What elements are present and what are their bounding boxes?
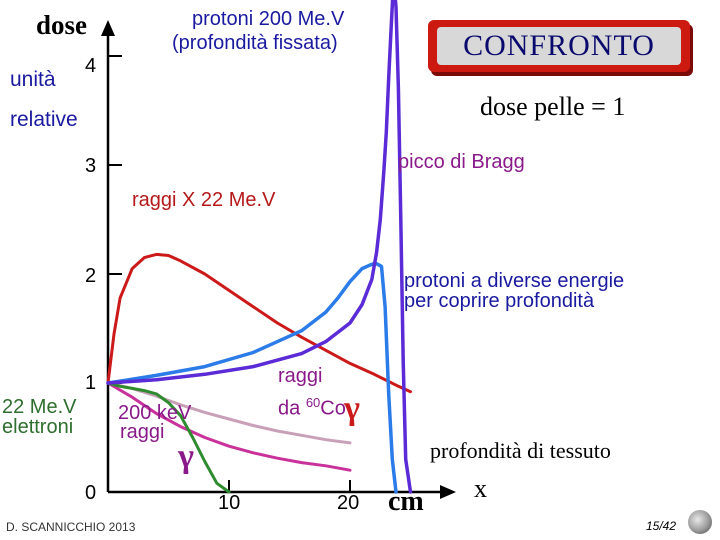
- protons-title-line1: protoni 200 Me.V: [192, 8, 345, 30]
- gamma200-label-line2: raggi: [120, 421, 165, 443]
- y-axis-unit-line2: relative: [10, 108, 78, 131]
- gamma200-label-line1: 200 keV: [118, 402, 192, 424]
- dose-curves: [106, 0, 413, 494]
- x-tick-label-20: 20: [337, 492, 360, 514]
- x-axis-unit: cm: [388, 486, 424, 517]
- curve-proton_sobp: [106, 261, 398, 494]
- page-number: 15/42: [646, 519, 677, 533]
- cobalt-label-line2: da 60Co: [278, 395, 346, 421]
- cobalt-element: Co: [320, 397, 346, 420]
- curve-proton_bragg: [106, 0, 413, 494]
- curve-cobalt60: [106, 381, 352, 445]
- y-tick-label-1: 1: [85, 372, 97, 394]
- cobalt-gamma-symbol: γ: [344, 390, 360, 427]
- curve-gamma200: [106, 381, 352, 472]
- electrons-label-line1: 22 Me.V: [2, 396, 77, 418]
- confronto-banner: CONFRONTO: [428, 20, 690, 72]
- protons-multi-label-line2: per coprire profondità: [404, 290, 595, 312]
- author-footer: D. SCANNICCHIO 2013: [6, 520, 136, 534]
- x-axis-arrow: [440, 485, 456, 499]
- curve-xray: [106, 252, 412, 394]
- y-axis-unit-line1: unità: [10, 68, 56, 91]
- protons-title-line2: (profondità fissata): [172, 32, 338, 54]
- curve-electrons: [106, 381, 231, 494]
- y-tick-label-2: 2: [85, 265, 97, 287]
- x-tick-label-10: 10: [218, 492, 241, 514]
- electrons-label-line2: elettroni: [2, 416, 74, 438]
- bragg-peak-label: picco di Bragg: [398, 151, 525, 173]
- protons-multi-label-line1: protoni a diverse energie: [404, 270, 625, 292]
- y-axis-title: dose: [36, 10, 88, 40]
- depth-label-line2: x: [474, 474, 487, 503]
- y-tick-label-3: 3: [85, 155, 97, 177]
- axes: [101, 20, 456, 499]
- y-tick-label-4: 4: [85, 55, 97, 77]
- confronto-label: CONFRONTO: [437, 27, 681, 65]
- depth-label-line1: profondità di tessuto: [430, 438, 611, 463]
- skin-dose-note: dose pelle = 1: [480, 92, 626, 121]
- y-axis-arrow: [101, 20, 115, 36]
- next-slide-button[interactable]: [688, 510, 712, 534]
- cobalt-label-line1: raggi: [278, 365, 323, 387]
- gamma200-symbol: γ: [178, 438, 194, 475]
- cobalt-prefix: da: [278, 397, 306, 420]
- cobalt-superscript: 60: [305, 395, 321, 410]
- y-tick-label-0: 0: [85, 482, 97, 504]
- xray-label: raggi X 22 Me.V: [132, 189, 276, 211]
